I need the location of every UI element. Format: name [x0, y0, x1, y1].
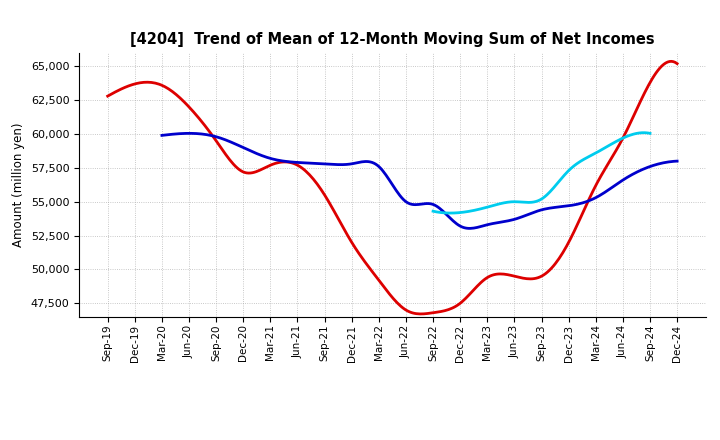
7 Years	[612, 139, 621, 144]
3 Years	[667, 59, 676, 64]
3 Years	[621, 130, 630, 135]
7 Years	[446, 210, 455, 216]
3 Years	[442, 308, 451, 313]
7 Years	[646, 131, 654, 136]
3 Years	[585, 195, 594, 201]
7 Years	[562, 170, 571, 176]
Title: [4204]  Trend of Mean of 12-Month Moving Sum of Net Incomes: [4204] Trend of Mean of 12-Month Moving …	[130, 33, 654, 48]
3 Years	[672, 61, 681, 66]
7 Years	[558, 175, 567, 180]
Y-axis label: Amount (million yen): Amount (million yen)	[12, 123, 25, 247]
5 Years	[158, 133, 166, 138]
3 Years	[105, 92, 114, 98]
5 Years	[464, 226, 473, 231]
7 Years	[430, 209, 438, 214]
5 Years	[466, 226, 474, 231]
Line: 5 Years: 5 Years	[162, 133, 677, 228]
5 Years	[477, 224, 485, 229]
3 Years	[415, 311, 424, 316]
5 Years	[672, 158, 681, 164]
5 Years	[628, 172, 636, 177]
5 Years	[185, 131, 194, 136]
3 Years	[454, 302, 462, 308]
7 Years	[626, 132, 635, 138]
3 Years	[104, 93, 112, 99]
Line: 7 Years: 7 Years	[433, 133, 650, 213]
7 Years	[639, 130, 648, 136]
7 Years	[428, 209, 437, 214]
Line: 3 Years: 3 Years	[108, 61, 677, 314]
7 Years	[559, 174, 567, 180]
3 Years	[444, 307, 453, 312]
5 Years	[159, 132, 168, 138]
5 Years	[468, 226, 477, 231]
5 Years	[595, 193, 604, 198]
